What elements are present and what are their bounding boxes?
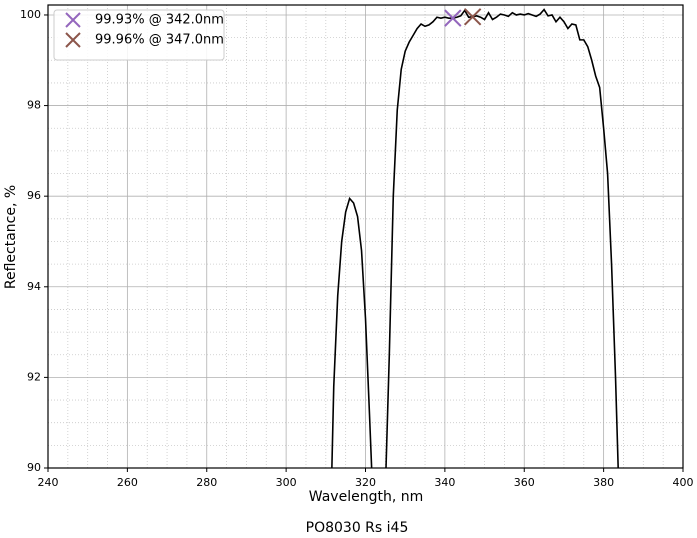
marker [65,12,81,28]
x-tick-label: 300 [276,476,297,489]
marker [65,32,81,48]
marker [463,8,482,26]
y-tick-label: 94 [27,280,41,293]
chart-title: PO8030 Rs i45 [306,520,409,536]
x-axis-label: Wavelength, nm [309,489,423,505]
x-tick-label: 380 [593,476,614,489]
x-tick-label: 240 [38,476,59,489]
legend-box [53,9,225,61]
plot-frame [47,4,684,469]
x-tick-label: 400 [673,476,694,489]
x-tick-label: 360 [514,476,535,489]
y-tick-label: 98 [27,99,41,112]
y-tick-label: 92 [27,370,41,383]
y-tick-label: 100 [20,8,41,21]
x-tick-label: 280 [196,476,217,489]
y-tick-label: 96 [27,189,41,202]
y-axis-label: Reflectance, % [3,185,19,289]
x-tick-label: 340 [434,476,455,489]
legend-label: 99.93% @ 342.0nm [95,13,224,28]
x-tick-label: 320 [355,476,376,489]
y-tick-label: 90 [27,461,41,474]
data-line [331,8,619,468]
x-tick-label: 260 [117,476,138,489]
legend-label: 99.96% @ 347.0nm [95,33,224,48]
plot-area [331,8,619,468]
marker [444,9,462,27]
